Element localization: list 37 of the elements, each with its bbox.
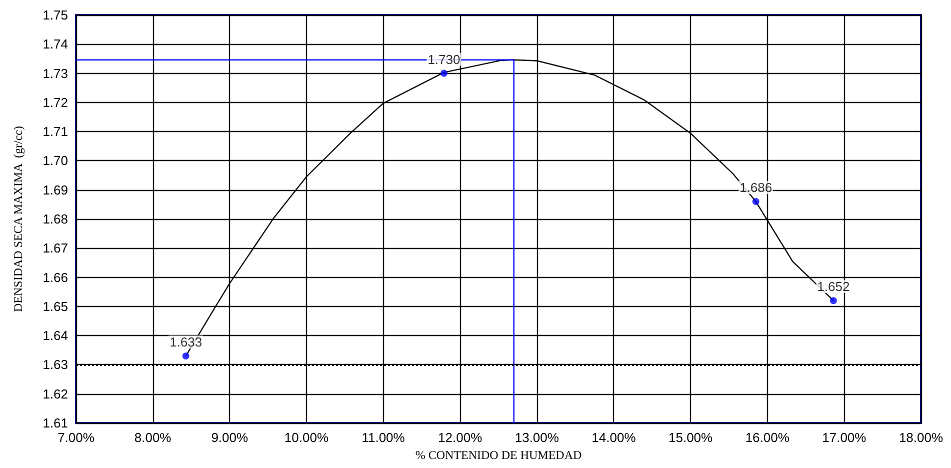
x-tick-label: 8.00% (134, 430, 172, 445)
x-axis-title: % CONTENIDO DE HUMEDAD (415, 448, 582, 462)
data-label: 1.730 (428, 52, 460, 67)
x-tick-label: 13.00% (514, 430, 560, 445)
point (440, 70, 448, 77)
y-tick-label: 1.64 (42, 328, 68, 344)
data-label: 1.633 (170, 334, 202, 350)
y-tick-label: 1.70 (42, 153, 68, 168)
y-tick-label: 1.75 (42, 8, 68, 22)
y-tick-label: 1.73 (42, 66, 68, 81)
y-tick-label: 1.68 (42, 212, 68, 226)
y-tick-label: 1.69 (42, 182, 68, 198)
point (830, 297, 837, 304)
x-tick-label: 15.00% (668, 430, 714, 445)
y-tick-label: 1.61 (42, 416, 68, 430)
x-tick-label: 12.00% (438, 430, 483, 445)
x-tick-label: 14.00% (592, 430, 636, 445)
x-tick-label: 10.00% (284, 430, 329, 445)
y-tick-label: 1.65 (42, 298, 68, 314)
y-tick-label: 1.66 (42, 270, 68, 285)
x-tick-label: 18.00% (898, 430, 944, 445)
y-tick-label: 1.71 (42, 124, 68, 140)
y-tick-label: 1.72 (42, 94, 68, 110)
y-tick-label: 1.63 (42, 357, 68, 372)
point (182, 352, 190, 360)
y-tick-label: 1.67 (42, 240, 68, 256)
x-tick-label: 9.00% (211, 430, 248, 445)
y-tick-label: 1.74 (42, 36, 68, 52)
y-tick-label: 1.62 (42, 386, 68, 402)
point (752, 198, 760, 206)
data-label: 1.652 (817, 279, 850, 294)
y-axis-title: DENSIDAD SECA MAXIMA (gr/cc) (11, 126, 25, 312)
x-tick-label: 16.00% (745, 430, 790, 445)
x-tick-label: 7.00% (58, 430, 95, 445)
x-tick-label: 17.00% (822, 430, 867, 445)
data-label: 1.686 (740, 180, 772, 196)
x-tick-label: 11.00% (362, 430, 406, 445)
